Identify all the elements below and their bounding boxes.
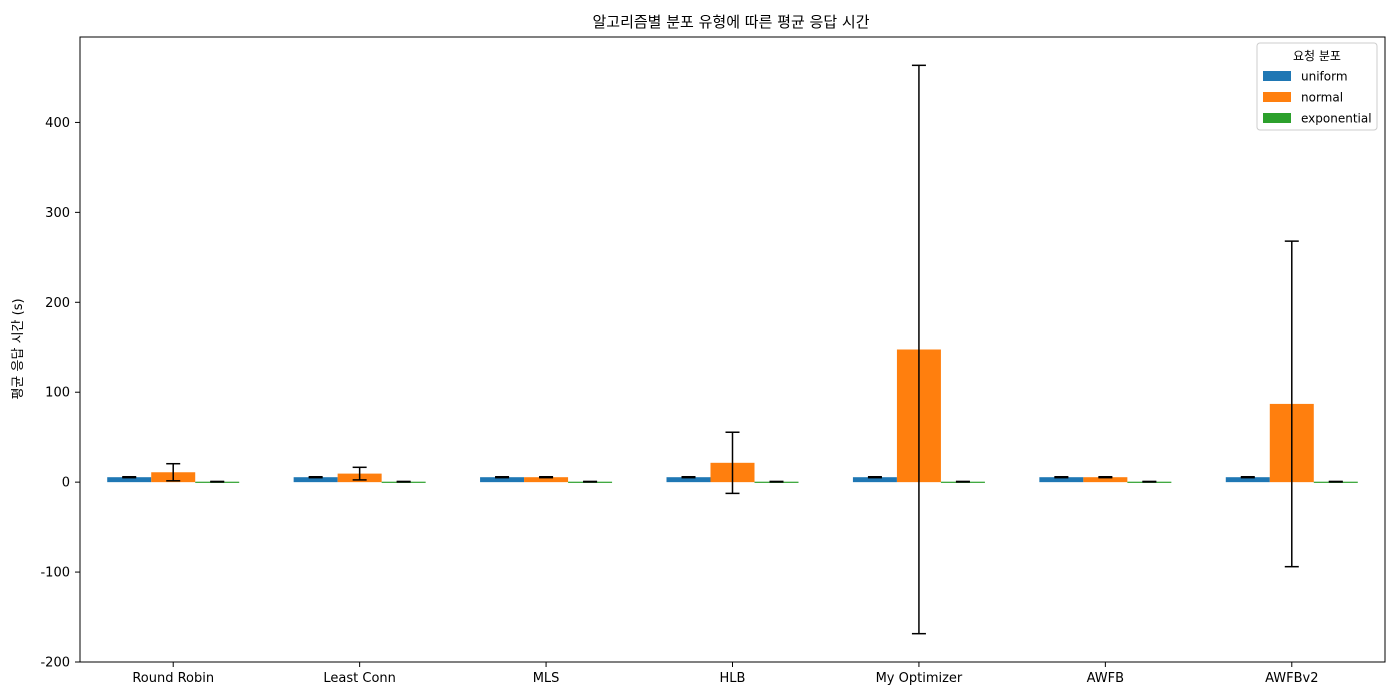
bar-uniform bbox=[293, 477, 338, 483]
x-tick-label: Least Conn bbox=[323, 671, 396, 686]
plot-area: -200 -100 0 100 200 300 400 Round Robin Least Co… bbox=[40, 64, 1358, 686]
legend: 요청 분포 uniform normal exponential bbox=[1256, 42, 1378, 131]
x-tick-label: MLS bbox=[533, 671, 560, 686]
legend-label-exponential: exponential bbox=[1301, 112, 1372, 126]
y-tick-label: 200 bbox=[45, 296, 70, 311]
bar-uniform bbox=[107, 477, 152, 483]
y-tick-label: -200 bbox=[40, 656, 70, 671]
bar-uniform bbox=[666, 477, 711, 483]
legend-box bbox=[1256, 42, 1378, 131]
legend-title: 요청 분포 bbox=[1293, 49, 1341, 63]
y-tick-label: 0 bbox=[62, 476, 70, 491]
bar-uniform bbox=[480, 477, 525, 483]
bar-uniform bbox=[852, 477, 897, 483]
legend-swatch-normal bbox=[1263, 92, 1291, 102]
legend-label-normal: normal bbox=[1301, 91, 1343, 105]
bar-normal bbox=[524, 477, 569, 483]
x-tick-label: AWFBv2 bbox=[1265, 671, 1318, 686]
y-tick-label: -100 bbox=[40, 566, 70, 581]
x-tick-label: Round Robin bbox=[132, 671, 214, 686]
legend-swatch-uniform bbox=[1263, 71, 1291, 81]
y-tick-label: 300 bbox=[45, 206, 70, 221]
x-tick-label: HLB bbox=[720, 671, 746, 686]
x-tick-label: AWFB bbox=[1087, 671, 1124, 686]
y-axis-label: 평균 응답 시간 (s) bbox=[11, 298, 26, 399]
chart-title: 알고리즘별 분포 유형에 따른 평균 응답 시간 bbox=[592, 13, 869, 31]
y-tick-label: 100 bbox=[45, 386, 70, 401]
plot-frame bbox=[79, 36, 1386, 663]
y-tick-label: 400 bbox=[45, 116, 70, 131]
bar-normal bbox=[1083, 477, 1128, 483]
bar-uniform bbox=[1039, 477, 1084, 483]
legend-swatch-exponential bbox=[1263, 113, 1291, 123]
legend-label-uniform: uniform bbox=[1301, 70, 1348, 84]
x-tick-label: My Optimizer bbox=[876, 671, 963, 686]
bar-uniform bbox=[1225, 477, 1270, 483]
